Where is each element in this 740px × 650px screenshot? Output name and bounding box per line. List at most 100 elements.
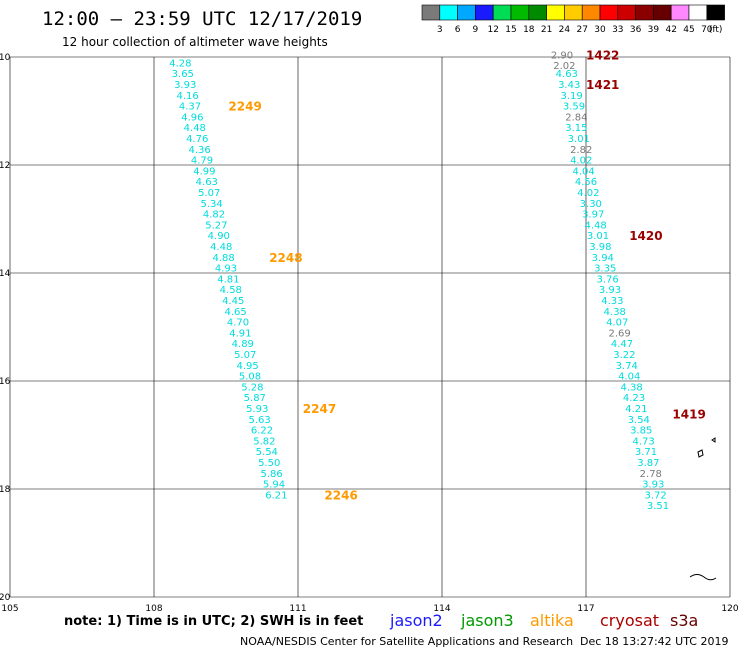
footer-credit: NOAA/NESDIS Center for Satellite Applica… <box>240 635 573 648</box>
latitude-tick-label: -12 <box>0 161 10 171</box>
wave-height-value: 4.58 <box>220 285 242 296</box>
legend-swatch <box>688 4 708 21</box>
legend-bin-label: 39 <box>648 25 660 35</box>
legend-swatch <box>421 4 441 21</box>
latitude-tick-labels: -10 -12 -14 -16 -18 -20 <box>0 53 11 603</box>
pass-time-label: 1422 <box>586 48 619 62</box>
wave-height-value: 5.07 <box>198 188 220 199</box>
wave-height-value: 4.79 <box>191 156 213 167</box>
wave-height-value: 4.48 <box>184 123 206 134</box>
pass-time-label: 1419 <box>672 407 705 421</box>
wave-height-value: 2.02 <box>553 61 575 72</box>
pass-time-label: 1420 <box>629 229 662 243</box>
satellite-legend-entry: s3a <box>670 611 698 630</box>
satellite-legend-entry: cryosat <box>600 611 659 630</box>
legend-swatch <box>706 4 725 21</box>
wave-height-value: 5.86 <box>260 469 282 480</box>
wave-height-value: 5.28 <box>241 382 263 393</box>
wave-height-value: 3.85 <box>630 426 652 437</box>
legend-bin-label: 45 <box>683 25 694 35</box>
wave-height-value: 4.76 <box>186 134 208 145</box>
wave-height-value: 4.48 <box>584 220 606 231</box>
legend-swatch <box>635 4 654 21</box>
pass-time-label: 2249 <box>228 100 261 114</box>
longitude-tick-label: 108 <box>145 604 162 614</box>
wave-height-value: 4.93 <box>215 264 237 275</box>
wave-height-value: 3.01 <box>587 231 609 242</box>
legend-swatch <box>670 4 690 21</box>
wave-height-value: 4.89 <box>232 339 254 350</box>
wave-height-value: 3.65 <box>172 69 194 80</box>
legend-swatch <box>528 4 547 21</box>
legend-bin-label: 30 <box>594 25 606 35</box>
footer-note: note: 1) Time is in UTC; 2) SWH is in fe… <box>64 614 363 629</box>
legend-bin-label: 42 <box>665 25 676 35</box>
page-title: 12:00 – 23:59 UTC 12/17/2019 <box>42 8 362 30</box>
wave-height-value: 3.97 <box>582 210 604 221</box>
wave-height-value: 5.94 <box>263 480 285 491</box>
legend-swatch <box>457 4 476 21</box>
wave-height-value: 5.82 <box>253 436 275 447</box>
wave-height-value: 3.43 <box>558 80 580 91</box>
wave-height-value: 3.54 <box>628 415 650 426</box>
wave-height-points: 4.283.653.934.164.374.964.484.764.364.79… <box>169 50 669 512</box>
wave-height-value: 6.22 <box>251 426 273 437</box>
legend-bin-label: 24 <box>559 25 571 35</box>
legend-bin-label: 9 <box>473 25 479 35</box>
wave-height-value: 4.65 <box>224 307 246 318</box>
coastline-islet <box>711 437 716 443</box>
legend-swatch <box>653 4 672 21</box>
wave-height-value: 4.91 <box>229 328 251 339</box>
wave-height-value: 5.34 <box>200 199 222 210</box>
wave-height-value: 3.72 <box>644 490 666 501</box>
wave-height-value: 4.02 <box>577 188 599 199</box>
pass-time-label: 2246 <box>324 488 357 502</box>
legend-swatch <box>492 4 512 21</box>
wave-height-value: 4.73 <box>632 436 654 447</box>
legend-unit: (ft) <box>709 25 723 35</box>
wave-height-value: 3.51 <box>647 501 669 512</box>
grid-lines <box>9 56 731 598</box>
legend-swatch <box>510 4 530 21</box>
legend-bin-label: 15 <box>505 25 516 35</box>
latitude-tick-label: -16 <box>0 377 11 387</box>
wave-height-value: 3.98 <box>589 242 611 253</box>
wave-height-value: 3.01 <box>568 134 590 145</box>
wave-height-value: 4.47 <box>611 339 633 350</box>
wave-height-value: 4.37 <box>179 102 201 113</box>
footer-timestamp: Dec 18 13:27:42 UTC 2019 <box>580 635 728 648</box>
wave-height-value: 3.71 <box>635 447 657 458</box>
wave-height-value: 3.74 <box>616 361 638 372</box>
legend-bin-label: 6 <box>455 25 461 35</box>
wave-height-value: 4.81 <box>217 274 239 285</box>
pass-time-label: 2248 <box>269 251 302 265</box>
wave-height-value: 6.21 <box>265 490 287 501</box>
satellite-legend-entry: altika <box>530 611 574 630</box>
wave-height-value: 3.22 <box>613 350 635 361</box>
legend-swatch <box>439 4 458 21</box>
legend-swatch <box>599 4 619 21</box>
wave-height-value: 2.69 <box>608 328 630 339</box>
wave-height-value: 2.82 <box>570 145 592 156</box>
wave-height-value: 3.94 <box>592 253 614 264</box>
wave-height-value: 4.23 <box>623 393 645 404</box>
wave-height-value: 4.99 <box>193 166 215 177</box>
satellite-legend-entry: jason2 <box>389 611 443 630</box>
wave-height-value: 5.93 <box>246 404 268 415</box>
legend-bin-label: 36 <box>630 25 642 35</box>
wave-height-value: 4.70 <box>227 318 249 329</box>
wave-height-value: 3.93 <box>174 80 196 91</box>
latitude-tick-label: -20 <box>0 593 11 603</box>
legend-swatch <box>475 4 494 21</box>
wave-height-value: 4.38 <box>604 307 626 318</box>
legend-bin-label: 21 <box>541 25 552 35</box>
wave-height-value: 5.08 <box>239 372 261 383</box>
wave-height-value: 3.93 <box>599 285 621 296</box>
legend-bin-label: 27 <box>576 25 587 35</box>
wave-height-value: 4.28 <box>169 58 191 69</box>
pass-time-label: 2247 <box>303 402 336 416</box>
wave-height-value: 3.35 <box>594 264 616 275</box>
legend-swatch <box>617 4 636 21</box>
wave-height-value: 4.90 <box>208 231 230 242</box>
